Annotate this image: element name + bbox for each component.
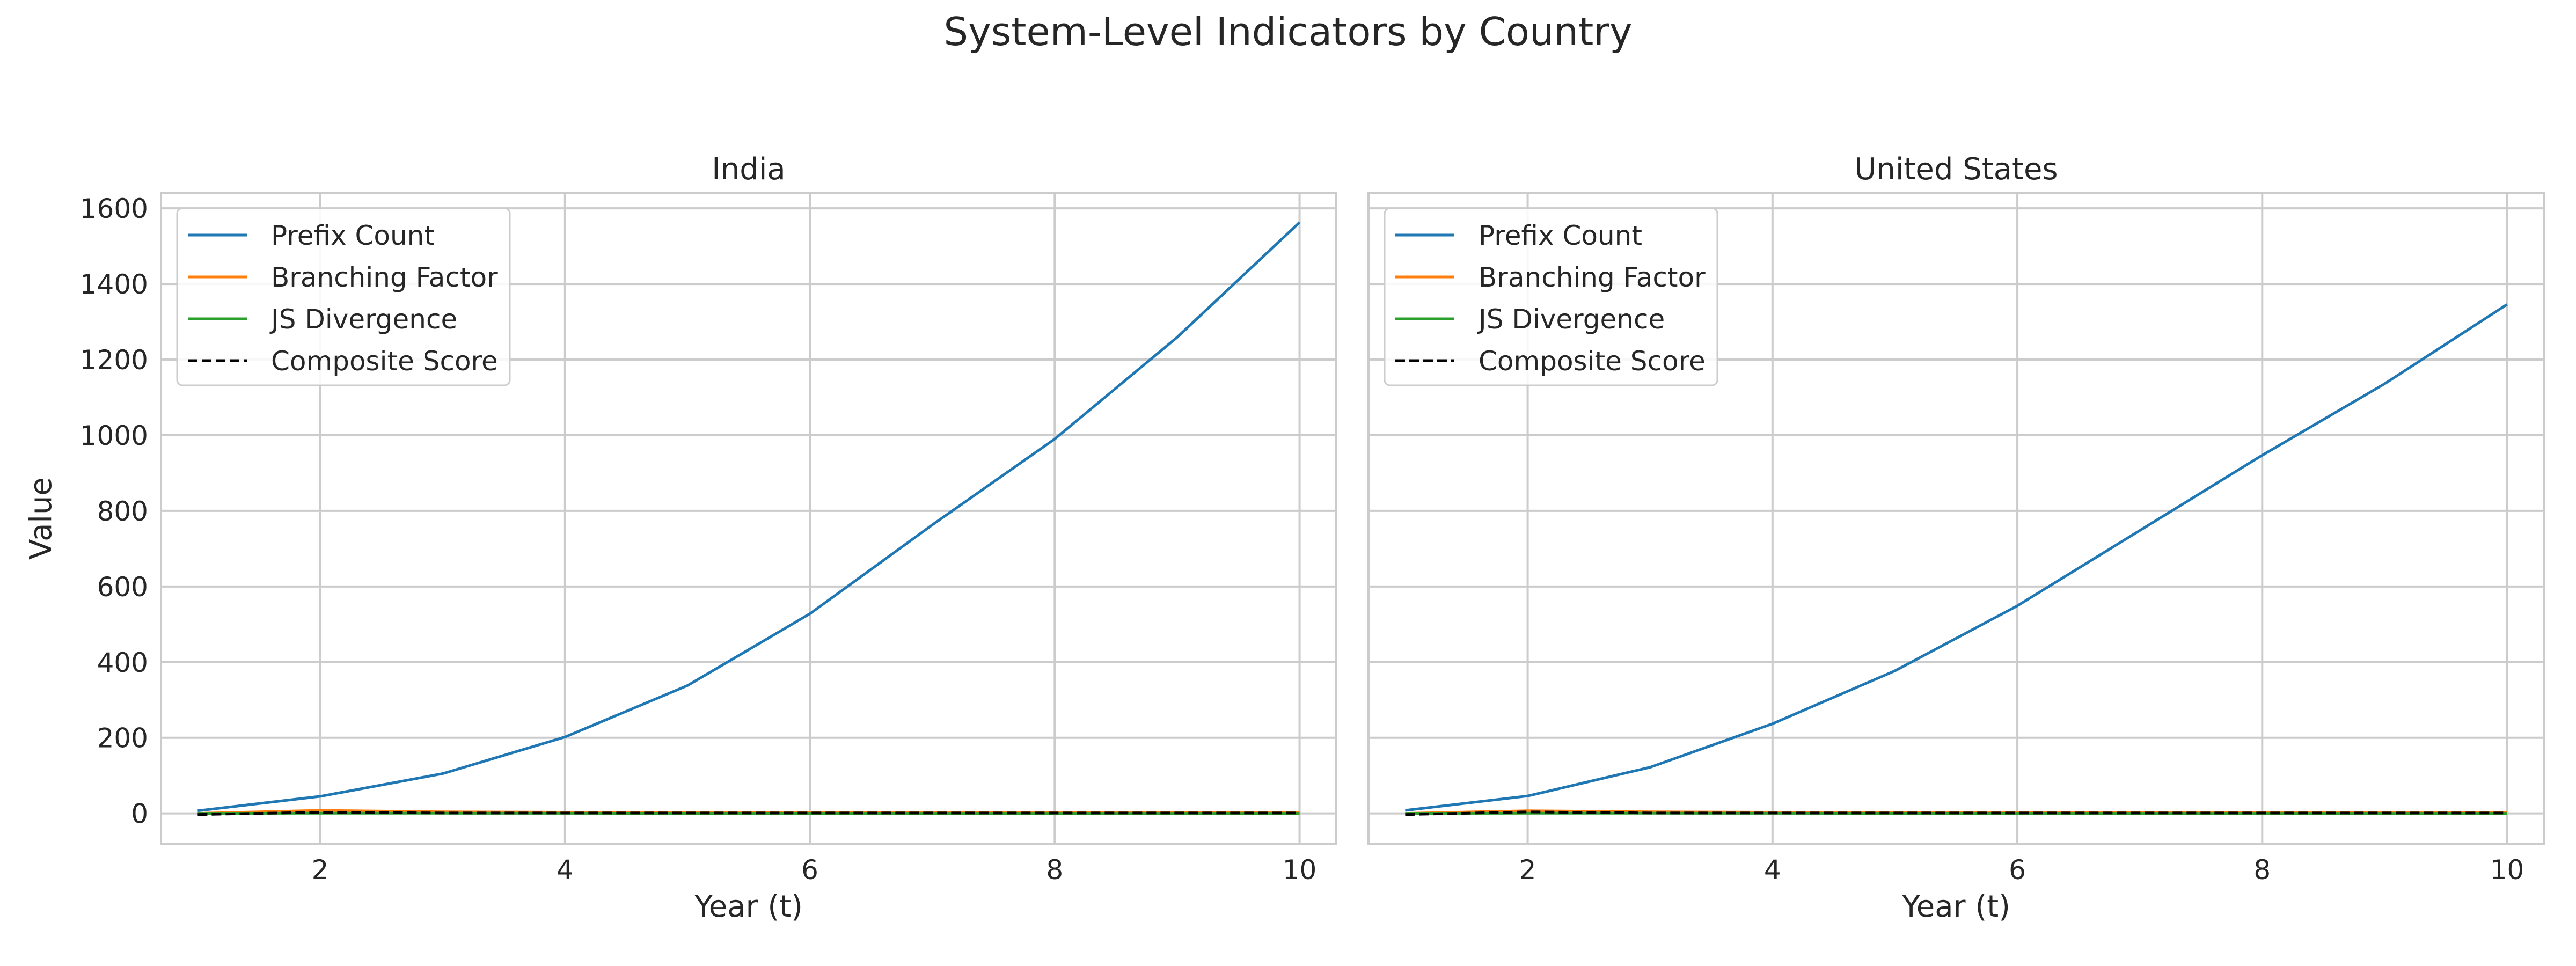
panel-india-series-composite-score	[197, 811, 1300, 816]
panel-india-x-tick-label: 10	[1283, 854, 1317, 885]
panel-india-y-axis-label: Value	[24, 477, 58, 560]
panel-india-x-tick-label: 4	[557, 854, 574, 885]
panel-united-states-legend-label-prefix-count: Prefix Count	[1479, 220, 1642, 251]
panel-united-states-x-tick-label: 6	[2009, 854, 2026, 885]
panel-united-states-series-prefix-count	[1405, 303, 2508, 812]
panel-india-legend-label-composite-score: Composite Score	[271, 346, 498, 377]
panel-india: 2 4 6 8 10 0 200 400 600 800 1000 1200 1400 1600 India…	[24, 152, 1337, 924]
panel-india-legend-box	[176, 207, 511, 386]
panel-india-x-axis-label: Year (t)	[694, 889, 803, 924]
panel-india-y-tick-label: 200	[97, 723, 148, 754]
panel-india-frame	[160, 192, 1337, 845]
panel-united-states-x-axis-label: Year (t)	[1901, 889, 2010, 924]
panel-united-states-legend-box	[1384, 207, 1718, 386]
panel-india-title: India	[712, 152, 785, 187]
panel-united-states-title: United States	[1854, 152, 2058, 187]
panel-united-states-legend-label-composite-score: Composite Score	[1479, 346, 1706, 377]
panel-india-legend-label-branching-factor: Branching Factor	[271, 262, 498, 293]
panel-united-states-legend: Prefix Count Branching Factor JS Divergenc…	[1384, 207, 1718, 386]
panel-united-states-frame	[1367, 192, 2545, 845]
panel-india-x-tick-label: 2	[312, 854, 329, 885]
panel-india-y-tick-label: 600	[97, 572, 148, 603]
panel-united-states-x-tick-label: 4	[1764, 854, 1781, 885]
panel-india-legend-label-js-divergence: JS Divergence	[269, 304, 457, 335]
panel-india-y-tick-label: 800	[97, 496, 148, 527]
panel-india-x-tick-label: 6	[801, 854, 818, 885]
panel-india-legend-label-prefix-count: Prefix Count	[271, 220, 435, 251]
panel-united-states-series-composite-score	[1405, 810, 2507, 816]
panel-united-states-x-tick-label: 8	[2253, 854, 2271, 885]
panel-india-y-tick-label: 1400	[80, 269, 148, 300]
panel-india-y-tick-label: 0	[131, 799, 148, 830]
panel-united-states: 2 4 6 8 10 United States Year (t) Prefix Count B…	[1367, 152, 2545, 924]
figure-title: System-Level Indicators by Country	[943, 9, 1632, 54]
panel-india-y-tick-label: 1600	[80, 193, 148, 224]
panel-united-states-legend-label-js-divergence: JS Divergence	[1477, 304, 1665, 335]
panel-united-states-x-tick-label: 2	[1519, 854, 1536, 885]
panel-united-states-legend-label-branching-factor: Branching Factor	[1479, 262, 1706, 293]
panel-india-x-tick-label: 8	[1046, 854, 1063, 885]
panel-india-y-tick-label: 1000	[80, 420, 148, 451]
panel-india-legend: Prefix Count Branching Factor JS Divergenc…	[176, 207, 511, 386]
panels: 2 4 6 8 10 0 200 400 600 800 1000 1200 1400 1600 India…	[24, 152, 2545, 924]
panel-india-y-tick-label: 1200	[80, 345, 148, 376]
panel-india-series-prefix-count	[197, 221, 1301, 813]
panel-united-states-x-tick-label: 10	[2490, 854, 2524, 885]
panel-india-y-tick-label: 400	[97, 647, 148, 678]
